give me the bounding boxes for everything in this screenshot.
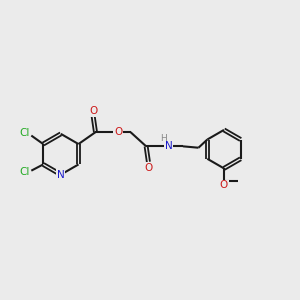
- Text: Cl: Cl: [19, 167, 29, 177]
- Text: Cl: Cl: [19, 128, 29, 138]
- Text: N: N: [57, 169, 65, 180]
- Text: H: H: [160, 134, 167, 143]
- Text: O: O: [144, 163, 152, 172]
- Text: O: O: [220, 180, 228, 190]
- Text: O: O: [114, 127, 122, 137]
- Text: O: O: [89, 106, 97, 116]
- Text: N: N: [165, 141, 173, 151]
